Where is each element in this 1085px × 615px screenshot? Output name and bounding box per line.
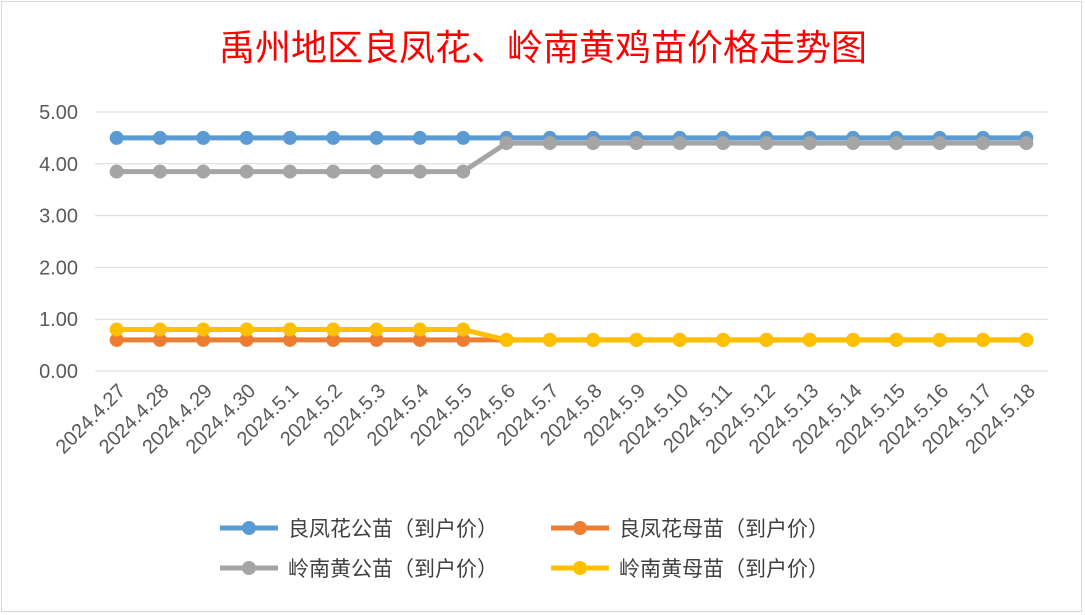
y-tick-label: 5.00 (39, 102, 78, 124)
data-point (586, 332, 601, 347)
series-0 (109, 130, 1034, 145)
data-point (499, 332, 514, 347)
data-point (282, 332, 297, 347)
data-point (109, 322, 124, 337)
chart-title: 禹州地区良凤花、岭南黄鸡苗价格走势图 (219, 28, 867, 69)
data-point (282, 164, 297, 179)
data-point (456, 332, 471, 347)
data-point (196, 130, 211, 145)
data-point (282, 322, 297, 337)
series-2 (109, 136, 1034, 179)
data-point (1019, 136, 1034, 151)
legend-label: 良凤花公苗（到户价） (288, 517, 498, 541)
data-point (846, 136, 861, 151)
data-point (672, 136, 687, 151)
data-point (542, 136, 557, 151)
data-point (152, 322, 167, 337)
series-lines (109, 130, 1034, 347)
data-point (369, 332, 384, 347)
y-tick-label: 3.00 (39, 206, 78, 228)
y-axis-ticks: 0.00 1.00 2.00 3.00 4.00 5.00 (39, 102, 78, 383)
data-point (889, 332, 904, 347)
data-point (412, 322, 427, 337)
data-point (412, 332, 427, 347)
data-point (932, 332, 947, 347)
data-point (716, 136, 731, 151)
data-point (672, 332, 687, 347)
legend-label: 岭南黄母苗（到户价） (619, 557, 829, 581)
data-point (369, 164, 384, 179)
data-point (629, 136, 644, 151)
data-point (326, 332, 341, 347)
series-line (116, 327, 1027, 343)
data-point (586, 136, 601, 151)
data-point (109, 332, 124, 347)
data-point (326, 322, 341, 337)
data-point (846, 332, 861, 347)
data-point (456, 130, 471, 145)
data-point (369, 130, 384, 145)
legend: 良凤花公苗（到户价） 良凤花母苗（到户价） 岭南黄公苗（到户价） 岭南黄母苗（到户价） (220, 517, 829, 581)
data-point (239, 164, 254, 179)
data-point (326, 164, 341, 179)
data-point (759, 136, 774, 151)
legend-label: 岭南黄公苗（到户价） (288, 557, 498, 581)
data-point (282, 130, 297, 145)
data-point (889, 136, 904, 151)
data-point (629, 332, 644, 347)
y-tick-label: 4.00 (39, 154, 78, 176)
legend-swatch-marker (573, 521, 587, 535)
data-point (326, 130, 341, 145)
series-3 (109, 322, 1034, 347)
data-point (196, 322, 211, 337)
series-line (116, 140, 1027, 175)
data-point (152, 130, 167, 145)
data-point (499, 136, 514, 151)
legend-swatch-marker (242, 521, 256, 535)
data-point (412, 130, 427, 145)
legend-swatch-marker (242, 561, 256, 575)
data-point (802, 332, 817, 347)
data-point (239, 130, 254, 145)
data-point (456, 322, 471, 337)
data-point (109, 164, 124, 179)
legend-item[interactable]: 岭南黄公苗（到户价） (220, 557, 498, 581)
legend-item[interactable]: 良凤花公苗（到户价） (220, 517, 498, 541)
data-point (1019, 332, 1034, 347)
data-point (196, 164, 211, 179)
data-point (802, 136, 817, 151)
y-tick-label: 0.00 (39, 361, 78, 383)
data-point (152, 332, 167, 347)
data-point (196, 332, 211, 347)
data-point (456, 164, 471, 179)
data-point (716, 332, 731, 347)
data-point (109, 130, 124, 145)
data-point (152, 164, 167, 179)
legend-item[interactable]: 良凤花母苗（到户价） (551, 517, 829, 541)
x-axis-ticks: 2024.4.272024.4.282024.4.292024.4.302024… (52, 380, 1040, 458)
data-point (932, 136, 947, 151)
data-point (542, 332, 557, 347)
legend-item[interactable]: 岭南黄母苗（到户价） (551, 557, 829, 581)
data-point (759, 332, 774, 347)
grid-lines (95, 111, 1048, 372)
y-tick-label: 1.00 (39, 309, 78, 331)
data-point (239, 322, 254, 337)
data-point (369, 322, 384, 337)
legend-swatch-marker (573, 561, 587, 575)
y-tick-label: 2.00 (39, 257, 78, 279)
data-point (239, 332, 254, 347)
data-point (976, 136, 991, 151)
data-point (976, 332, 991, 347)
legend-label: 良凤花母苗（到户价） (619, 517, 829, 541)
data-point (412, 164, 427, 179)
